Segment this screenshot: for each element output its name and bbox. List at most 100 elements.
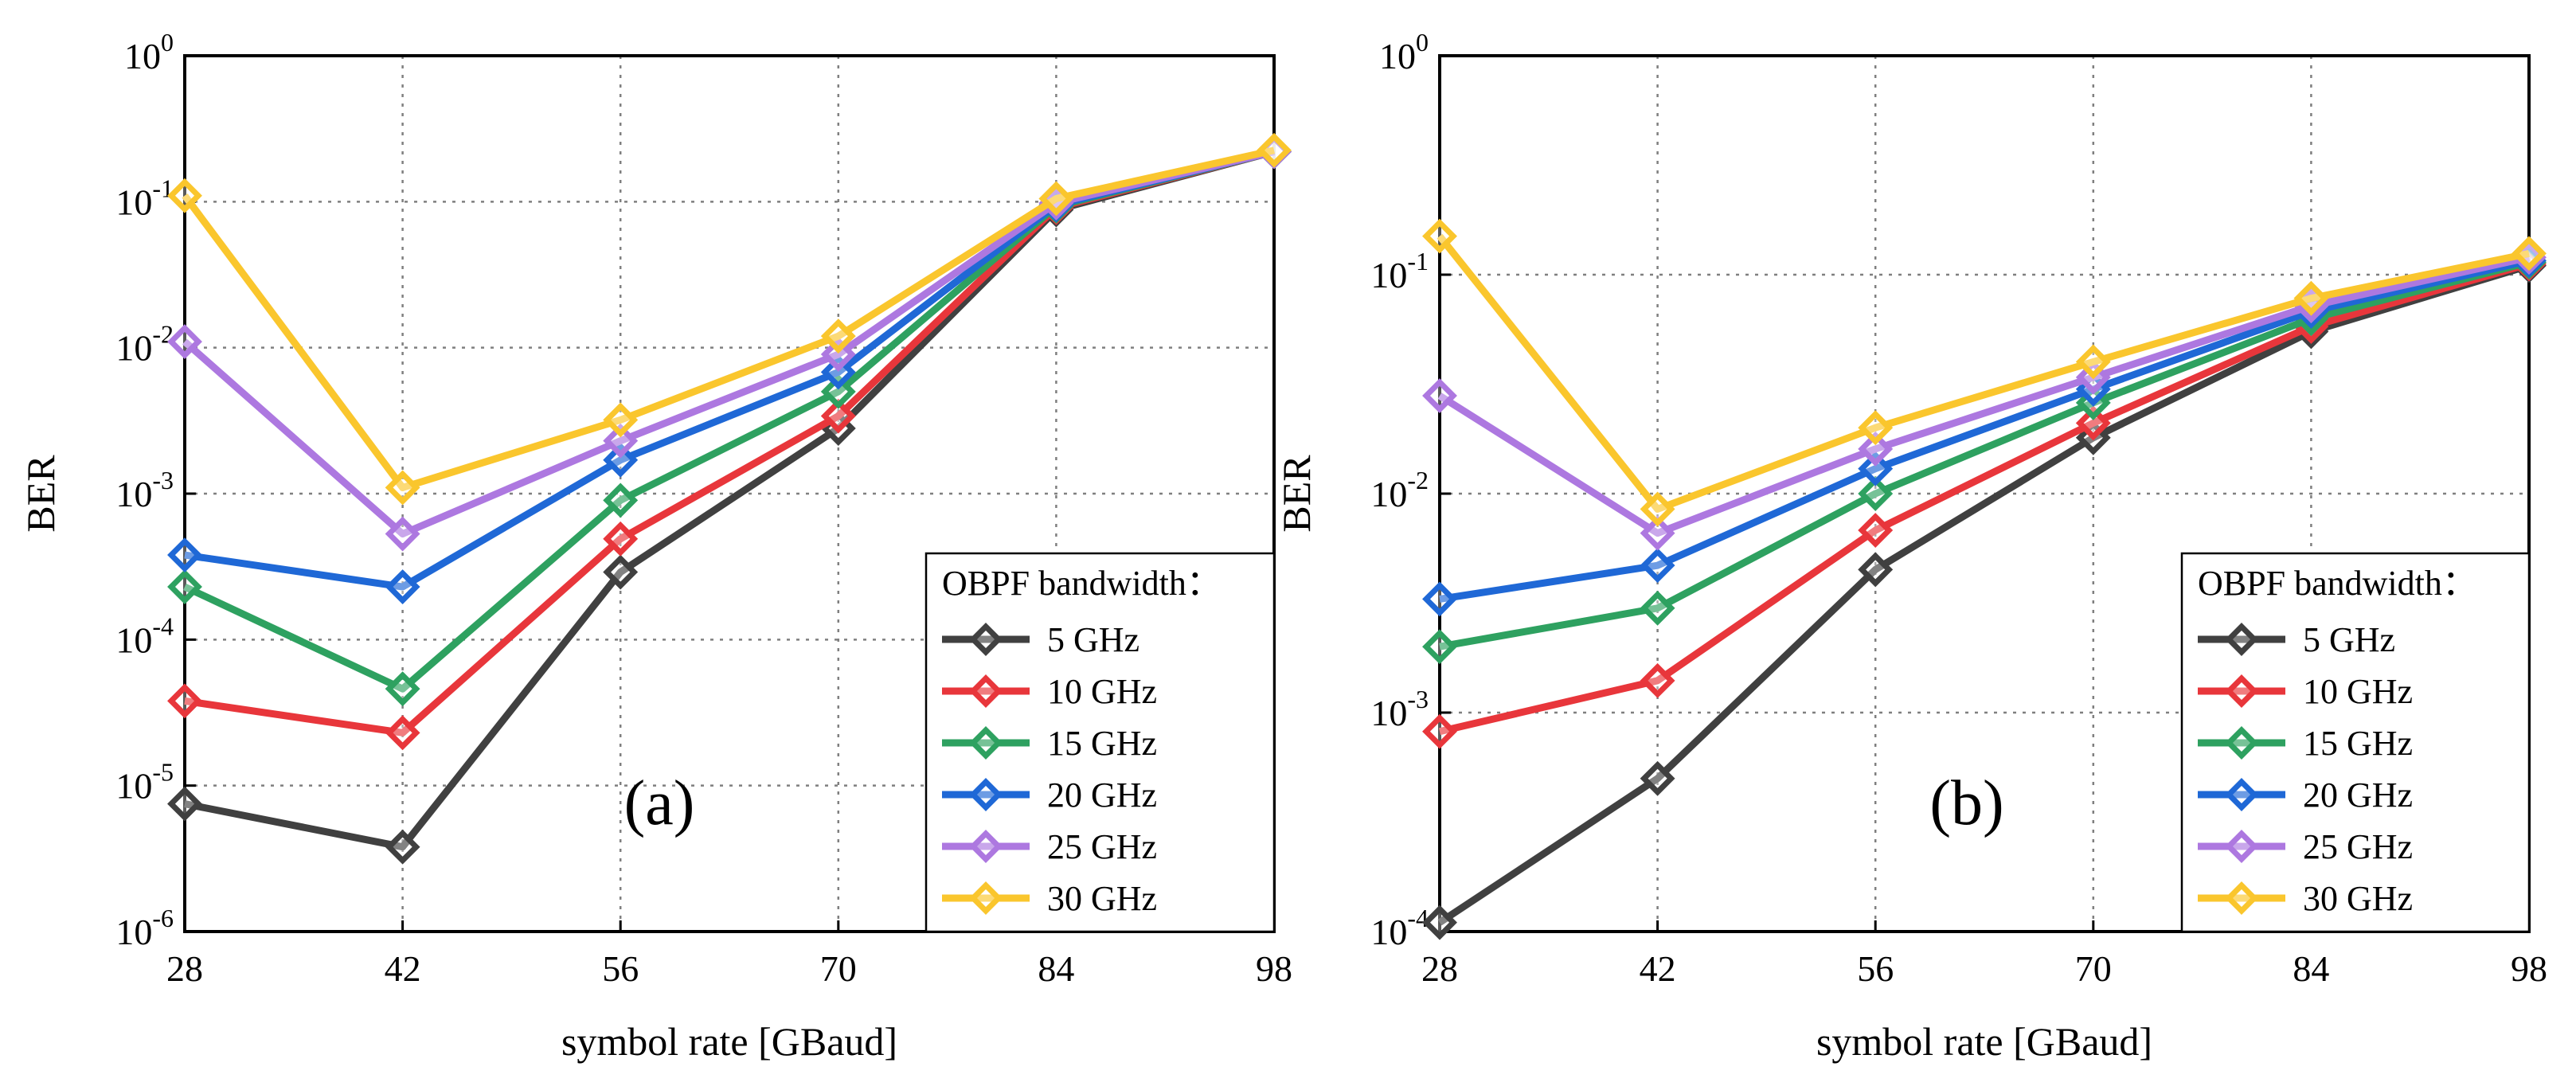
legend-swatch-marker <box>969 674 1003 708</box>
data-point <box>1422 378 1457 413</box>
data-point <box>1422 713 1457 749</box>
legend-swatch-marker <box>969 881 1003 915</box>
legend: OBPF bandwidth： 5 GHz 10 GHz 15 GHz 20 GHz 25… <box>2180 552 2531 933</box>
y-tick-label: 10-3 <box>115 466 174 514</box>
data-point <box>167 324 202 360</box>
y-tick-label: 100 <box>124 28 174 76</box>
legend: OBPF bandwidth： 5 GHz 10 GHz 15 GHz 20 GHz 25… <box>924 552 1276 933</box>
x-axis-label: symbol rate [GBaud] <box>1816 1019 2152 1064</box>
data-point <box>167 178 202 213</box>
legend-item-label: 25 GHz <box>1047 827 1157 866</box>
data-point <box>385 829 420 865</box>
legend-item-label: 30 GHz <box>2303 879 2413 918</box>
x-tick-label: 56 <box>1857 948 1894 989</box>
y-tick-base: 10 <box>115 619 152 660</box>
data-point <box>1640 662 1675 698</box>
data-point <box>2293 280 2329 316</box>
legend-swatch-marker <box>2225 674 2258 708</box>
y-tick-label: 10-2 <box>115 320 174 369</box>
x-tick-label: 84 <box>1038 948 1074 989</box>
data-point <box>1640 548 1675 584</box>
data-point <box>603 554 639 590</box>
data-point <box>167 683 202 719</box>
legend-title: OBPF bandwidth： <box>942 564 1222 603</box>
y-tick-label: 10-1 <box>115 174 174 222</box>
y-tick-base: 10 <box>1370 474 1407 514</box>
y-tick-base: 10 <box>1370 255 1407 295</box>
chart-panel-a: 28 42 56 70 84 9810-610-510-410-310-210-1100s… <box>18 28 1292 1064</box>
data-point <box>1640 491 1675 527</box>
x-tick-label: 98 <box>2511 948 2547 989</box>
y-tick-base: 10 <box>124 36 161 76</box>
y-tick-base: 10 <box>1379 36 1416 76</box>
data-point <box>1257 132 1292 168</box>
data-point <box>1422 629 1457 665</box>
legend-item-label: 20 GHz <box>2303 776 2413 815</box>
legend-swatch-marker <box>2225 881 2258 915</box>
y-axis-label: BER <box>1274 455 1319 533</box>
data-point <box>603 442 639 478</box>
series-line <box>1437 233 2530 513</box>
legend-item-label: 30 GHz <box>1047 879 1157 918</box>
data-point <box>1422 904 1457 940</box>
series-line <box>182 148 1276 538</box>
data-point <box>385 470 420 506</box>
legend-item-label: 10 GHz <box>2303 672 2413 711</box>
y-tick-label: 10-4 <box>115 611 174 660</box>
series-line <box>1438 260 2531 736</box>
y-tick-exponent: -1 <box>1407 247 1429 275</box>
series-20-ghz <box>167 134 1292 604</box>
legend-item-label: 25 GHz <box>2303 827 2413 866</box>
series-30-ghz <box>167 132 1292 506</box>
data-point <box>820 337 856 373</box>
data-point <box>1858 552 1894 588</box>
data-point <box>385 516 420 552</box>
data-point <box>2075 344 2111 380</box>
series-30-ghz <box>1422 218 2547 527</box>
data-point <box>1422 581 1457 617</box>
series-line <box>1439 256 2531 603</box>
y-tick-base: 10 <box>115 912 152 952</box>
legend-item-label: 15 GHz <box>2303 724 2413 763</box>
data-point <box>820 354 856 390</box>
panel-label: (b) <box>1929 768 2003 838</box>
x-tick-label: 28 <box>1421 948 1458 989</box>
legend-item-label: 20 GHz <box>1047 776 1157 815</box>
y-tick-exponent: -4 <box>152 611 174 640</box>
y-tick-exponent: -6 <box>152 904 174 932</box>
x-tick-label: 42 <box>385 948 421 989</box>
data-point <box>1858 410 1894 446</box>
legend-swatch-marker <box>969 726 1003 760</box>
panel-label: (a) <box>624 768 695 838</box>
legend-item-label: 15 GHz <box>1047 724 1157 763</box>
data-point <box>603 521 639 557</box>
legend-swatch-marker <box>2225 623 2258 656</box>
y-tick-base: 10 <box>1370 912 1407 952</box>
series-line <box>184 148 1276 591</box>
x-tick-label: 70 <box>2075 948 2112 989</box>
y-tick-label: 10-1 <box>1370 247 1429 295</box>
data-point <box>603 402 639 438</box>
data-point <box>820 373 856 409</box>
x-tick-label: 28 <box>166 948 203 989</box>
y-tick-base: 10 <box>115 766 152 807</box>
data-point <box>820 398 856 434</box>
y-tick-base: 10 <box>115 328 152 369</box>
data-point <box>1858 431 1894 467</box>
data-point <box>385 671 420 707</box>
y-tick-label: 10-3 <box>1370 685 1429 733</box>
series-line <box>1437 262 2531 926</box>
y-tick-base: 10 <box>115 182 152 222</box>
data-point <box>1640 760 1675 796</box>
data-point <box>820 318 856 354</box>
data-point <box>1858 513 1894 549</box>
legend-swatch-marker <box>969 778 1003 811</box>
data-point <box>1858 451 1894 486</box>
y-tick-exponent: 0 <box>161 28 174 57</box>
data-point <box>2075 405 2111 441</box>
legend-item-label: 5 GHz <box>1047 620 1139 659</box>
x-tick-label: 84 <box>2293 948 2329 989</box>
